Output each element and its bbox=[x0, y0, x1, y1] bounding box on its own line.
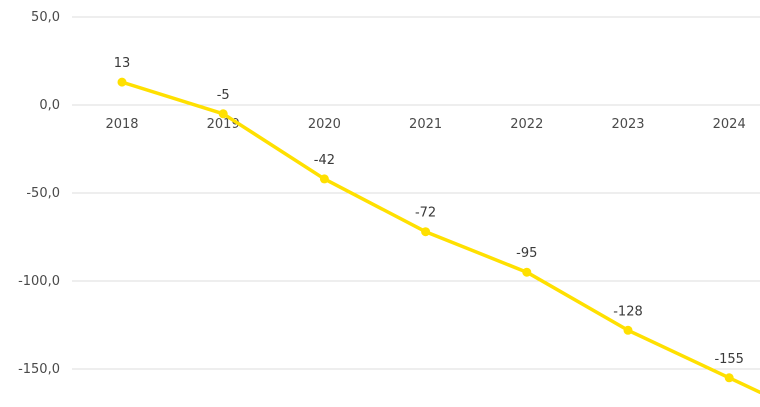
data-point[interactable] bbox=[319, 174, 329, 184]
y-tick-label: -150,0 bbox=[18, 362, 60, 377]
data-label: -128 bbox=[613, 304, 643, 319]
data-label: 13 bbox=[114, 56, 131, 71]
data-label: -72 bbox=[415, 206, 436, 221]
x-tick-label: 2021 bbox=[409, 117, 442, 132]
y-axis-tick-labels: 50,0 0,0 -50,0 -100,0 -150,0 bbox=[18, 10, 60, 377]
data-labels: 13 -5 -42 -72 -95 -128 -155 bbox=[114, 56, 744, 367]
y-tick-label: -50,0 bbox=[26, 186, 60, 201]
data-label: -5 bbox=[217, 88, 230, 103]
data-point[interactable] bbox=[522, 267, 532, 277]
x-tick-label: 2024 bbox=[713, 117, 746, 132]
data-point[interactable] bbox=[218, 109, 228, 119]
series-line-path bbox=[120, 80, 760, 395]
y-tick-label: -100,0 bbox=[18, 274, 60, 289]
data-point[interactable] bbox=[421, 227, 431, 237]
data-label: -95 bbox=[516, 246, 537, 261]
data-label: -42 bbox=[314, 153, 335, 168]
x-axis-tick-labels: 2018 2019 2020 2021 2022 2023 2024 bbox=[105, 117, 745, 132]
x-tick-label: 2023 bbox=[611, 117, 644, 132]
y-tick-label: 50,0 bbox=[31, 10, 60, 25]
data-label: -155 bbox=[714, 352, 744, 367]
x-tick-label: 2022 bbox=[510, 117, 543, 132]
series-line bbox=[120, 80, 760, 395]
gridlines bbox=[72, 16, 760, 370]
x-tick-label: 2018 bbox=[105, 117, 138, 132]
y-tick-label: 0,0 bbox=[39, 98, 60, 113]
data-point[interactable] bbox=[117, 77, 127, 87]
series-points bbox=[117, 77, 734, 383]
data-point[interactable] bbox=[623, 325, 633, 335]
data-point[interactable] bbox=[724, 373, 734, 383]
x-tick-label: 2020 bbox=[308, 117, 341, 132]
